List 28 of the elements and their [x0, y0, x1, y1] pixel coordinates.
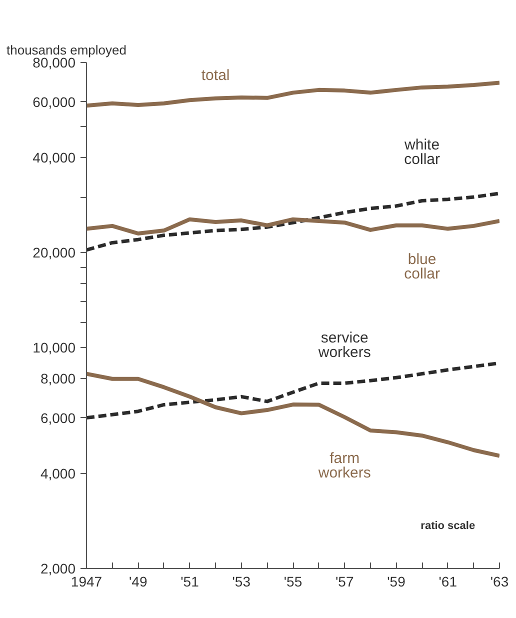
x-tick-label: '55	[284, 574, 302, 590]
x-tick-label: '51	[180, 574, 200, 590]
line-series	[86, 217, 500, 236]
y-tick-label: 4,000	[40, 465, 76, 482]
y-tick-label: 20,000	[32, 244, 76, 261]
line-series	[86, 192, 500, 252]
x-tick-label: '49	[129, 574, 148, 590]
y-axis-title: thousands employed	[6, 42, 126, 58]
y-tick-label: 8,000	[40, 370, 76, 386]
x-tick-label: '53	[232, 574, 251, 590]
x-tick-label: '61	[438, 574, 458, 590]
series-label: service workers	[317, 330, 371, 362]
y-tick-label: 60,000	[32, 94, 76, 110]
x-tick-label: 1947	[70, 574, 102, 590]
x-tick-label: '57	[336, 574, 354, 590]
y-tick-label: 10,000	[32, 340, 76, 356]
annotation: ratio scale	[420, 520, 476, 532]
y-tick-label: 6,000	[40, 410, 76, 426]
x-tick-label: '63	[490, 574, 509, 590]
series-label: blue collar	[404, 250, 440, 282]
y-tick-label: 2,000	[40, 560, 76, 576]
series-label: farm workers	[317, 450, 371, 482]
x-tick-label: '59	[387, 574, 406, 590]
text: white collar	[404, 136, 440, 168]
series-label: total	[201, 67, 230, 84]
y-tick-label: 40,000	[32, 150, 76, 166]
line-series	[86, 80, 500, 108]
y-tick-label: 80,000	[32, 54, 76, 70]
